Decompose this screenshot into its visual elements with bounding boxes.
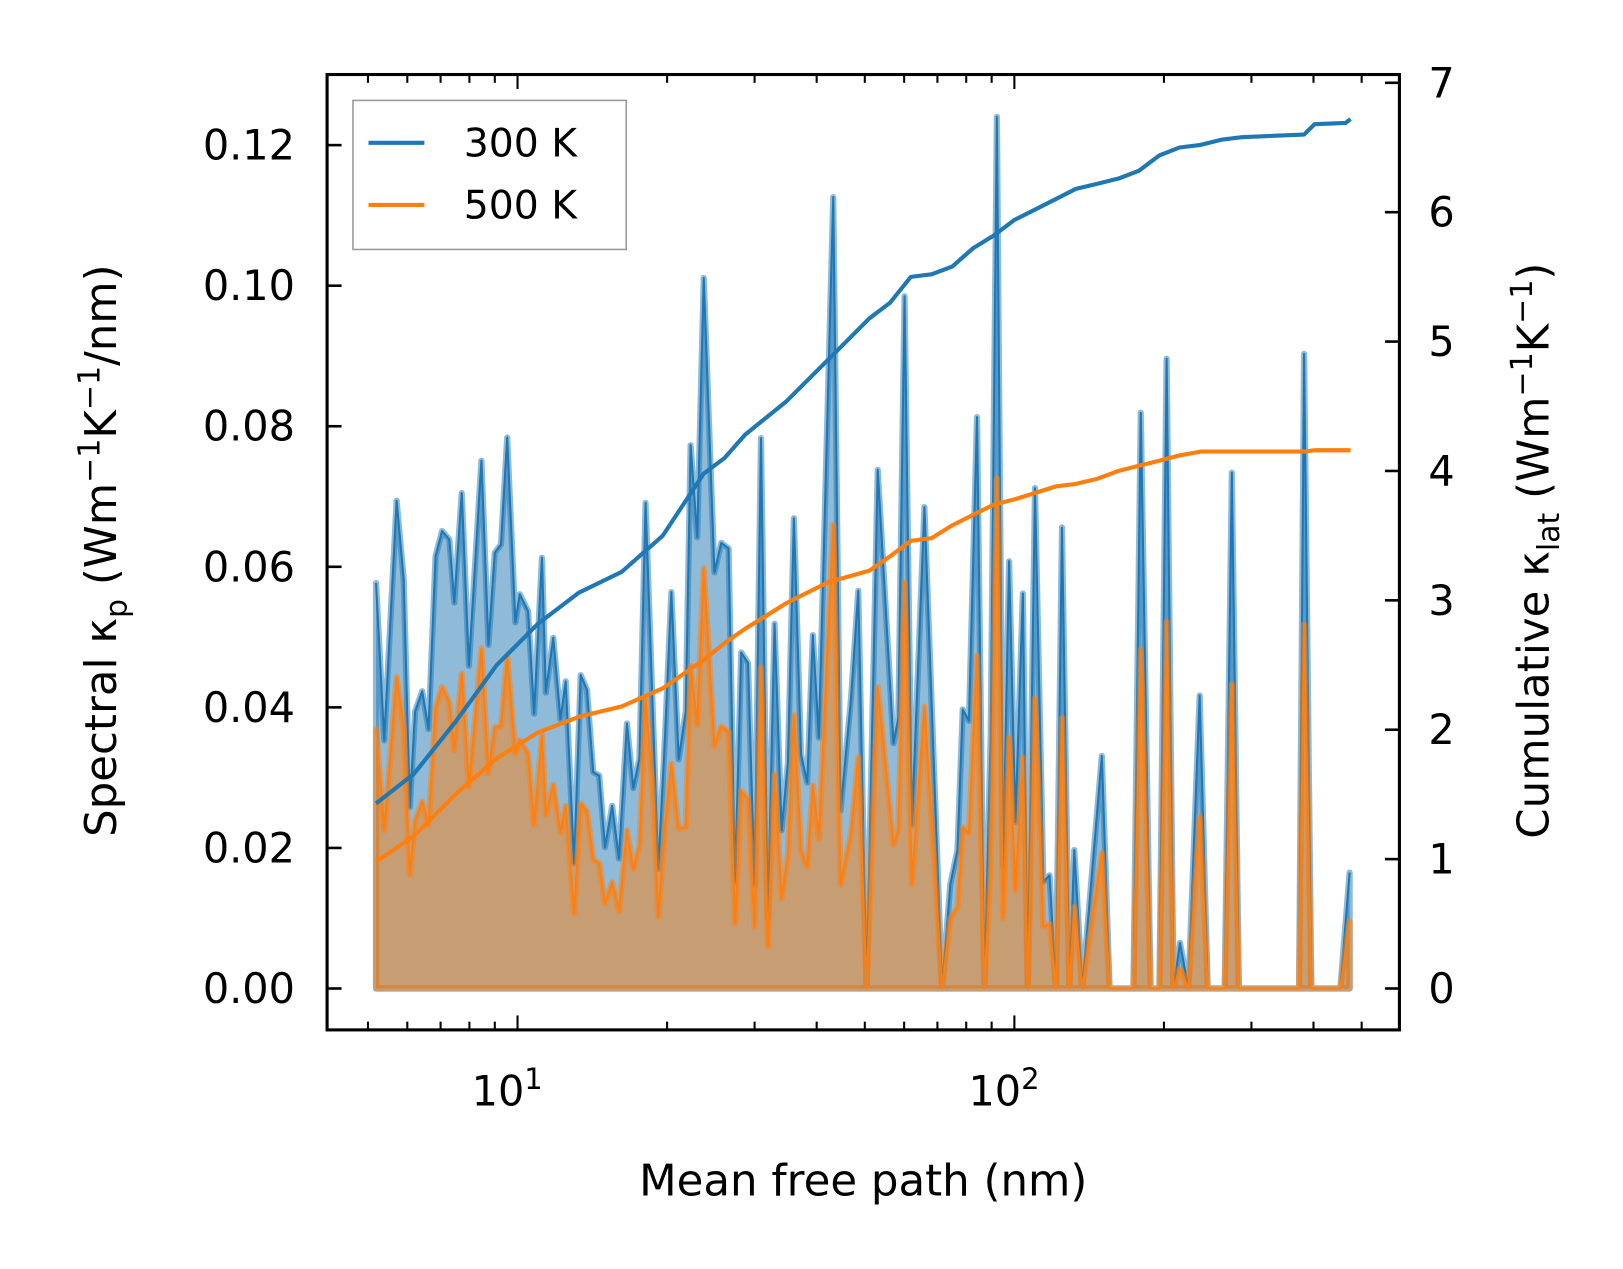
left-y-tick-label: 0.04 <box>203 684 295 732</box>
x-tick-label: 101 <box>472 1062 543 1116</box>
cumulative-line-300k <box>374 117 1352 806</box>
right-y-tick-label: 6 <box>1428 189 1454 237</box>
x-axis-label: Mean free path (nm) <box>639 1157 1087 1207</box>
x-tick-label: 102 <box>968 1062 1039 1116</box>
left-y-tick-label: 0.02 <box>203 824 295 872</box>
right-y-tick-label: 3 <box>1428 577 1454 625</box>
right-y-tick-label: 4 <box>1428 447 1454 495</box>
axis-ticks <box>327 74 1400 1030</box>
legend-label-500k: 500 K <box>464 182 579 228</box>
right-y-tick-label: 5 <box>1428 318 1454 366</box>
right-y-axis-label: Cumulative κlat (Wm−1K−1) <box>1505 263 1567 839</box>
left-y-tick-label: 0.10 <box>203 262 295 310</box>
right-y-tick-label: 7 <box>1428 59 1454 107</box>
spectral-line-300k <box>375 115 1351 990</box>
right-y-tick-label: 1 <box>1428 836 1454 884</box>
left-y-axis-label: Spectral κp (Wm−1K−1/nm) <box>72 264 134 837</box>
axes-frame <box>325 72 1401 1032</box>
legend: 300 K 500 K <box>352 99 627 251</box>
right-y-tick-label: 0 <box>1428 965 1454 1013</box>
legend-box <box>352 99 627 251</box>
plot-area <box>372 113 1353 992</box>
left-y-tick-label: 0.12 <box>203 122 295 170</box>
right-y-tick-label: 2 <box>1428 706 1454 754</box>
cumulative-line-500k <box>374 448 1351 864</box>
left-y-tick-label: 0.08 <box>203 403 295 451</box>
axis-labels: 0.00 0.02 0.04 0.06 0.08 0.10 0.12 0 1 2 3 4 5 6 7 101 1… <box>72 59 1566 1206</box>
left-y-tick-label: 0.00 <box>203 965 295 1013</box>
left-y-tick-label: 0.06 <box>203 543 295 591</box>
legend-label-300k: 300 K <box>464 120 579 166</box>
